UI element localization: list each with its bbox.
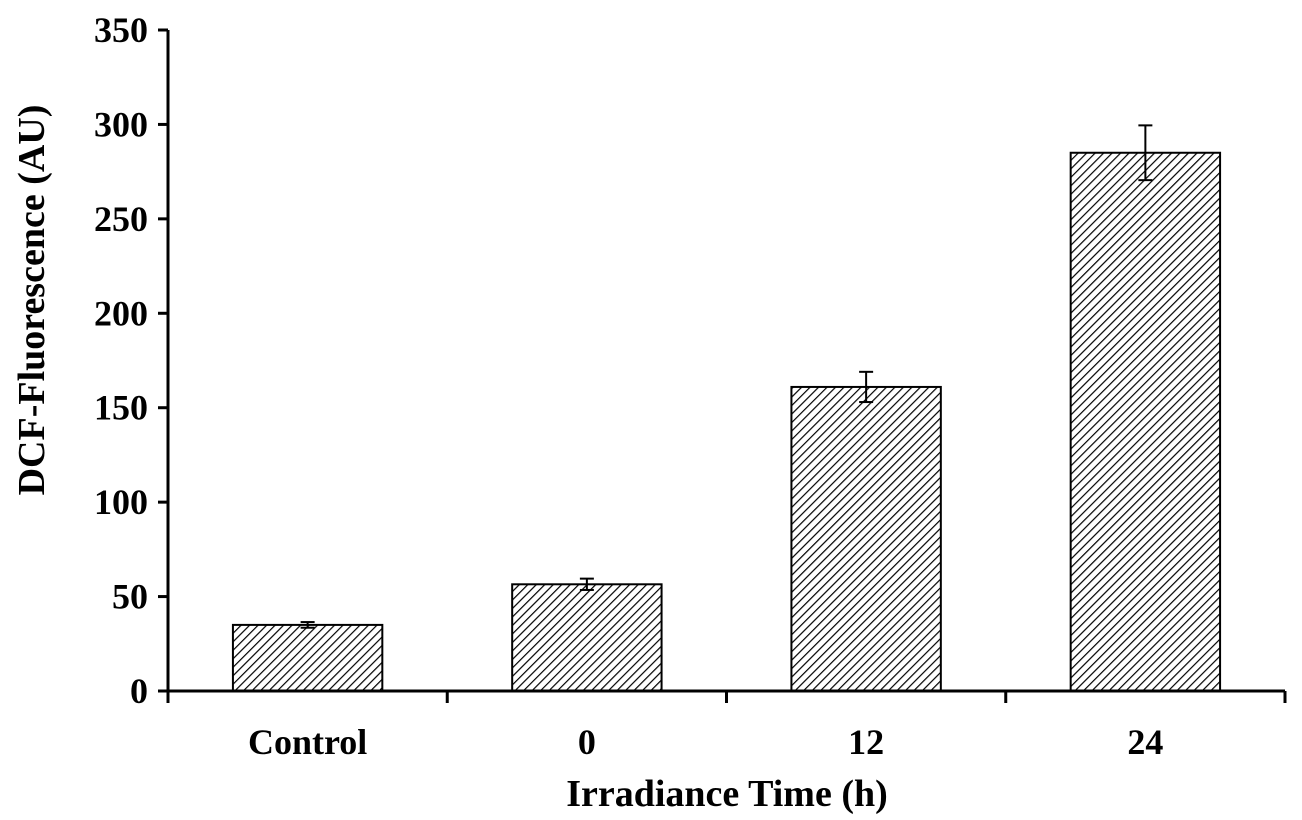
bar-0 — [511, 583, 663, 692]
bars-layer — [231, 151, 1222, 693]
error-bars-layer — [300, 124, 1153, 629]
y-tick-label: 300 — [94, 104, 148, 144]
y-tick-label: 250 — [94, 199, 148, 239]
x-category-label: 0 — [578, 722, 596, 762]
x-axis-ticks: Control 0 12 24 — [166, 691, 1287, 762]
x-category-label: 24 — [1127, 722, 1163, 762]
x-axis-title: Irradiance Time (h) — [566, 773, 888, 815]
y-tick-label: 200 — [94, 293, 148, 333]
y-tick-label: 150 — [94, 388, 148, 428]
bar-12 — [790, 385, 942, 692]
y-tick-label: 100 — [94, 482, 148, 522]
y-tick-label: 50 — [112, 577, 148, 617]
x-category-label: Control — [248, 722, 367, 762]
y-axis-ticks: 0 50 100 150 200 250 300 350 — [94, 10, 168, 711]
y-tick-label: 350 — [94, 10, 148, 50]
bar-control — [231, 623, 384, 693]
y-axis-title: DCF-Fluorescence (AU) — [11, 105, 53, 496]
bar-24 — [1069, 151, 1222, 692]
x-category-label: 12 — [848, 722, 884, 762]
y-tick-label: 0 — [130, 671, 148, 711]
